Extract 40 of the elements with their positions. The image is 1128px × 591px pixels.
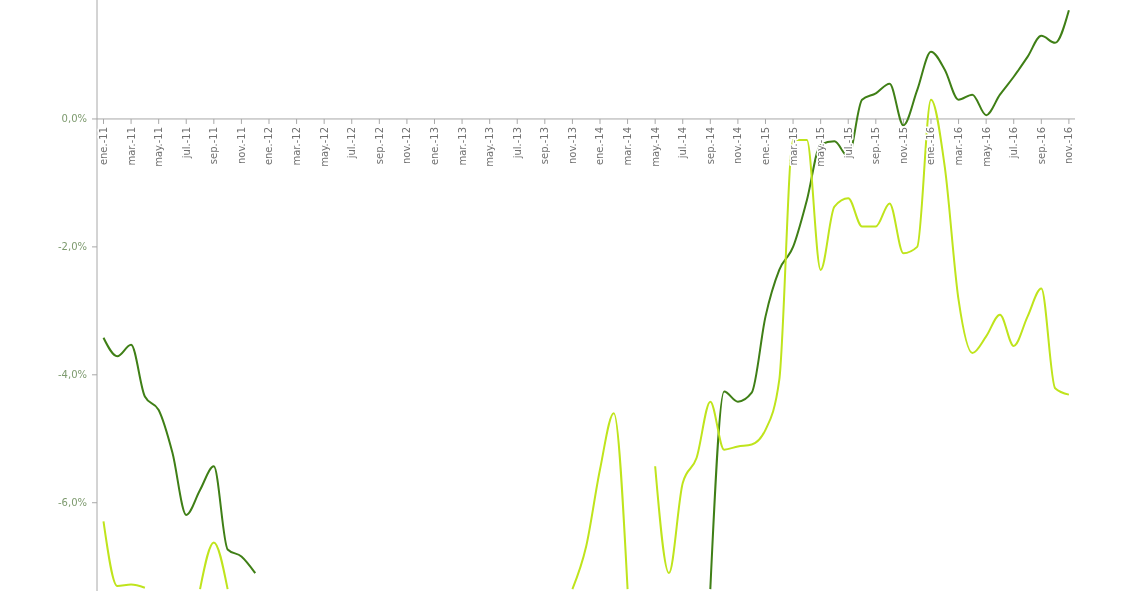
x-tick-label: jul.-11 <box>180 126 192 160</box>
x-tick-label: jul.-13 <box>511 126 523 160</box>
x-tick-label: jul.-14 <box>677 126 689 160</box>
x-tick-label: nov.-15 <box>897 126 909 165</box>
x-tick-label: ene.-12 <box>263 126 275 166</box>
x-tick-label: may.-14 <box>649 126 661 167</box>
x-tick-label: mar.-12 <box>291 126 303 166</box>
x-tick-label: mar.-14 <box>622 126 634 166</box>
x-tick-label: sep.-15 <box>870 126 882 165</box>
x-tick-label: mar.-11 <box>125 126 137 166</box>
x-tick-label: may.-13 <box>484 126 496 167</box>
x-tick-label: may.-11 <box>153 126 165 167</box>
x-tick-label: nov.-12 <box>401 126 413 165</box>
x-tick-label: jul.-15 <box>842 126 854 160</box>
y-tick-label: -2,0% <box>57 241 87 253</box>
x-tick-label: mar.-15 <box>787 126 799 166</box>
x-tick-label: jul.-16 <box>1008 126 1020 160</box>
y-tick-label: -4,0% <box>57 369 87 381</box>
x-tick-label: sep.-11 <box>208 126 220 165</box>
x-tick-label: ene.-15 <box>759 126 771 166</box>
x-tick-label: ene.-14 <box>594 126 606 166</box>
x-tick-label: nov.-16 <box>1063 126 1075 165</box>
x-tick-label: jul.-12 <box>346 126 358 160</box>
y-tick-label: -6,0% <box>57 497 87 509</box>
x-tick-label: nov.-14 <box>732 126 744 165</box>
x-tick-label: ene.-13 <box>428 126 440 166</box>
x-tick-label: nov.-11 <box>235 126 247 165</box>
y-tick-label: 0,0% <box>61 113 87 125</box>
x-tick-label: mar.-13 <box>456 126 468 166</box>
x-tick-label: sep.-16 <box>1035 126 1047 165</box>
x-tick-label: may.-15 <box>815 126 827 167</box>
x-tick-label: ene.-11 <box>98 126 109 166</box>
x-tick-label: may.-16 <box>980 126 992 167</box>
x-tick-label: sep.-13 <box>539 126 551 165</box>
x-tick-label: ene.-16 <box>925 126 937 166</box>
x-tick-label: may.-12 <box>318 126 330 167</box>
x-tick-label: mar.-16 <box>953 126 965 166</box>
x-tick-label: nov.-13 <box>566 126 578 165</box>
x-tick-label: sep.-14 <box>704 126 716 165</box>
x-tick-label: sep.-12 <box>373 126 385 165</box>
